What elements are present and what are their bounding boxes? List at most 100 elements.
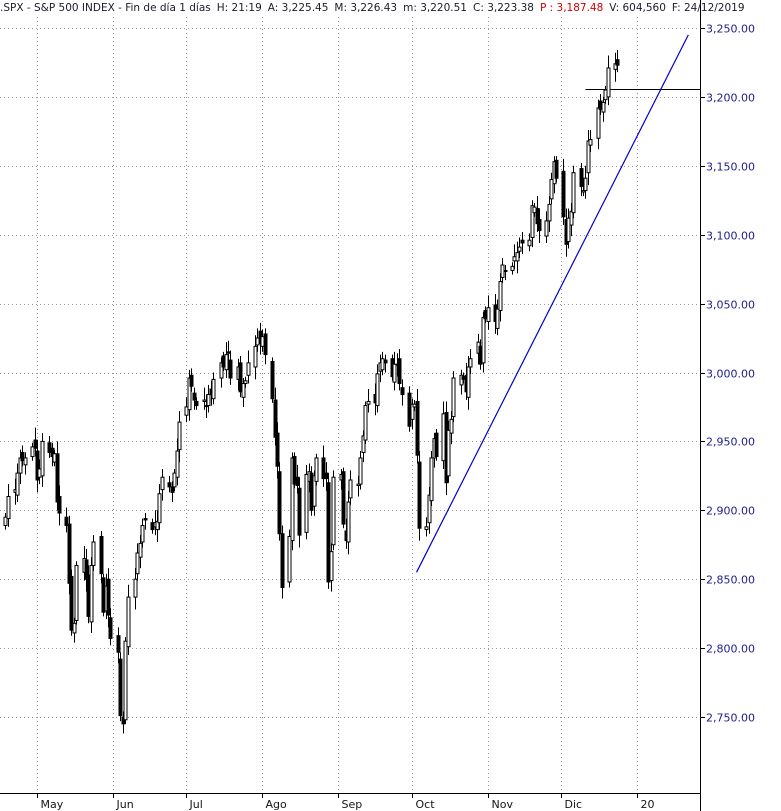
- x-tick-label: Jun: [116, 798, 134, 811]
- y-tick-label: 2,800.00: [706, 643, 755, 656]
- candle-body: [280, 533, 285, 588]
- candle-body: [108, 617, 113, 639]
- candle-body: [515, 252, 520, 262]
- candle-body: [424, 526, 429, 531]
- header-symbol: .SPX: [0, 2, 24, 14]
- candle-body: [451, 377, 456, 418]
- candle-body: [549, 179, 554, 200]
- candle-body: [446, 429, 451, 477]
- candle-body: [481, 316, 486, 364]
- candle-body: [429, 457, 434, 502]
- candle-body: [571, 172, 576, 214]
- candle-body: [449, 418, 454, 434]
- candle-body: [47, 442, 52, 453]
- trendline: [415, 34, 689, 573]
- y-tick-label: 2,850.00: [706, 574, 755, 587]
- candle-body: [118, 658, 123, 717]
- candle-body: [326, 482, 331, 583]
- candle-body: [277, 471, 282, 535]
- candle-body: [537, 219, 542, 232]
- candle-body: [172, 472, 177, 488]
- x-tick-label: Nov: [492, 798, 514, 811]
- candle-body: [520, 239, 525, 244]
- candle-body: [175, 450, 180, 478]
- candle-body: [346, 501, 351, 543]
- x-tick-label: Sep: [342, 798, 363, 811]
- candle-body: [380, 358, 385, 371]
- candle-body: [224, 354, 229, 371]
- candle-body: [579, 168, 584, 187]
- candle-body: [297, 487, 302, 536]
- candle-body: [503, 270, 508, 273]
- candle-body: [206, 394, 211, 407]
- candle-body: [23, 457, 28, 466]
- candle-body: [275, 432, 280, 467]
- candle-body: [246, 362, 251, 376]
- y-tick-label: 3,000.00: [706, 368, 755, 381]
- trendline-layer: [415, 34, 701, 573]
- candle-body: [189, 374, 194, 387]
- candle-body: [133, 578, 138, 598]
- candle-body: [596, 107, 601, 139]
- candle-body: [89, 564, 94, 623]
- candle-body: [547, 203, 552, 222]
- candle-body: [138, 542, 143, 558]
- candle-body: [91, 541, 96, 566]
- header-time: H: 21:19: [216, 2, 262, 14]
- header-dash-2: -: [114, 2, 126, 14]
- candle-body: [273, 399, 278, 438]
- candle-body: [270, 360, 275, 400]
- candle-body: [135, 552, 140, 575]
- header-period: Fin de día 1 días: [125, 2, 211, 14]
- x-tick-label: Dic: [565, 798, 583, 811]
- candle-body: [40, 440, 45, 477]
- candle-body: [366, 400, 371, 405]
- header-volume: V: 604,560: [609, 2, 666, 14]
- candles-layer: [3, 50, 620, 734]
- candle-body: [6, 496, 11, 520]
- candle-body: [586, 140, 591, 174]
- candle-body: [202, 399, 207, 402]
- candle-body: [397, 358, 402, 385]
- candle-body: [383, 359, 388, 364]
- candle-body: [116, 635, 121, 653]
- candle-body: [583, 177, 588, 192]
- candle-body: [184, 406, 189, 416]
- header-open: A: 3,225.45: [267, 2, 329, 14]
- candle-body: [561, 170, 566, 218]
- x-tick-label: Jul: [189, 798, 203, 811]
- y-tick-label: 3,150.00: [706, 161, 755, 174]
- candle-body: [468, 358, 473, 368]
- candle-body: [72, 622, 77, 634]
- candle-body: [228, 359, 233, 379]
- candle-body: [321, 457, 326, 480]
- candle-body: [392, 363, 397, 383]
- candle-body: [55, 453, 60, 503]
- x-tick-label: Ago: [266, 798, 288, 811]
- candle-body: [358, 457, 363, 485]
- candle-body: [341, 471, 346, 525]
- candle-body: [74, 564, 79, 622]
- candle-body: [167, 482, 172, 488]
- candle-body: [238, 362, 243, 393]
- candle-body: [495, 308, 500, 329]
- candle-body: [140, 524, 145, 543]
- candle-body: [331, 476, 336, 546]
- candle-body: [67, 523, 72, 584]
- y-tick-label: 3,200.00: [706, 92, 755, 105]
- candle-body: [348, 479, 353, 499]
- candle-body: [194, 400, 199, 407]
- candle-body: [606, 67, 611, 98]
- candle-body: [544, 220, 549, 237]
- candle-body: [304, 473, 309, 533]
- candle-body: [566, 217, 571, 243]
- candle-body: [434, 432, 439, 458]
- candle-body: [324, 472, 329, 480]
- candle-body: [57, 496, 62, 514]
- axes-layer: 3,250.00 3,200.00 3,150.00 3,100.00 3,050.00…: [0, 0, 755, 811]
- candle-body: [143, 518, 148, 521]
- header-low: m: 3,220.51: [403, 2, 467, 14]
- candle-body: [363, 405, 368, 441]
